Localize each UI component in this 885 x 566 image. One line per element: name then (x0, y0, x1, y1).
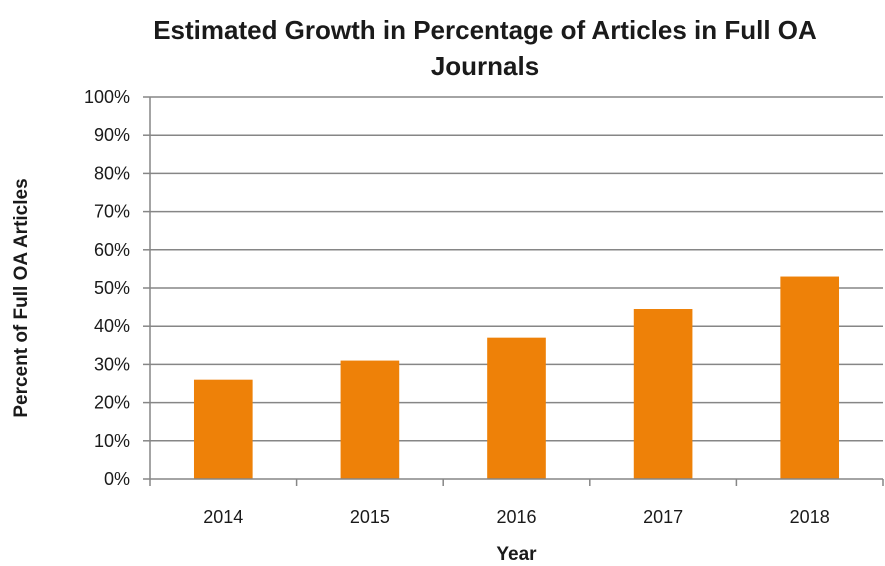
x-tick-label: 2018 (790, 507, 830, 527)
bars (193, 276, 840, 479)
y-tick-label: 50% (94, 278, 130, 298)
y-tick-label: 40% (94, 316, 130, 336)
y-tick-label: 90% (94, 125, 130, 145)
bar-2015 (340, 360, 400, 479)
bar-2016 (487, 337, 546, 479)
bar-2018 (780, 276, 840, 479)
y-tick-label: 10% (94, 431, 130, 451)
tick-labels: 0% 10% 20% 30% 40% 50% 60% 70% 80% 90% 100% 2014 201… (84, 87, 830, 527)
y-tick-label: 30% (94, 354, 130, 374)
x-tick-label: 2014 (203, 507, 243, 527)
x-axis-title: Year (496, 544, 537, 565)
chart-title: Estimated Growth in Percentage of Articl… (153, 15, 817, 81)
bar-2014 (193, 379, 253, 479)
y-axis-title: Percent of Full OA Articles (11, 178, 32, 417)
y-tick-label: 80% (94, 163, 130, 183)
x-tick-label: 2017 (643, 507, 683, 527)
x-tick-label: 2015 (350, 507, 390, 527)
y-tick-label: 100% (84, 87, 130, 107)
x-tick-label: 2016 (496, 507, 536, 527)
axes (143, 96, 884, 486)
y-tick-label: 0% (104, 469, 130, 489)
y-tick-label: 70% (94, 202, 130, 222)
y-tick-label: 60% (94, 240, 130, 260)
y-tick-label: 20% (94, 393, 130, 413)
bar-2017 (633, 309, 693, 479)
